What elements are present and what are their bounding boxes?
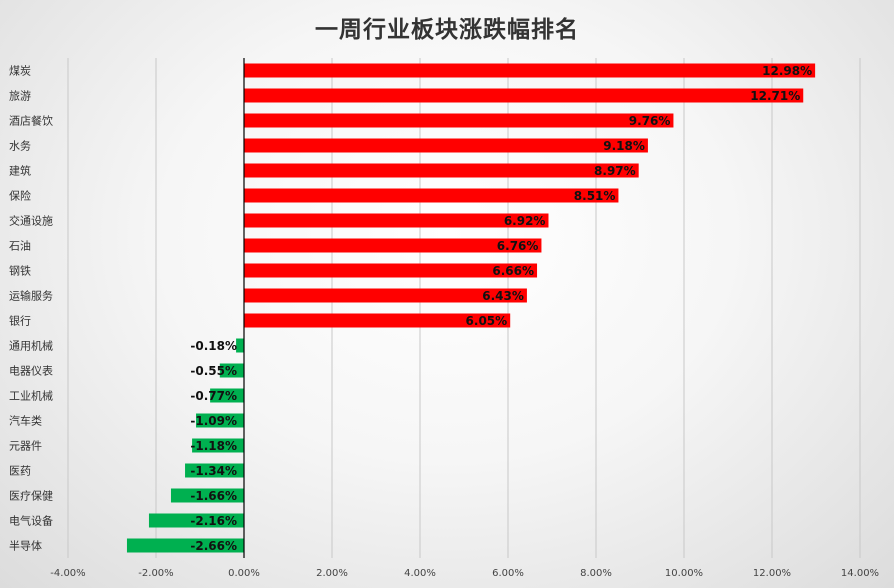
bar xyxy=(170,488,244,503)
bar xyxy=(210,388,244,403)
bar xyxy=(244,263,538,278)
category-label: 汽车类 xyxy=(9,414,42,428)
bar xyxy=(185,463,244,478)
category-label: 保险 xyxy=(9,189,31,203)
x-tick-label: 8.00% xyxy=(580,568,612,579)
data-label: -0.77% xyxy=(190,389,237,403)
category-label: 建筑 xyxy=(9,164,31,178)
category-label: 钢铁 xyxy=(9,265,31,278)
category-label: 酒店餐饮 xyxy=(9,114,53,128)
category-label: 工业机械 xyxy=(9,389,53,403)
data-label: 12.71% xyxy=(750,89,800,103)
x-tick-label: 0.00% xyxy=(228,568,260,579)
bar xyxy=(244,313,511,328)
category-label: 旅游 xyxy=(9,89,31,103)
data-label: 8.97% xyxy=(594,164,636,178)
bar xyxy=(244,213,549,228)
data-label: -2.66% xyxy=(190,539,237,553)
category-label: 通用机械 xyxy=(9,339,53,353)
data-label: 6.43% xyxy=(482,289,524,303)
bar xyxy=(244,113,674,128)
bar xyxy=(196,413,244,428)
data-label: -1.34% xyxy=(190,464,237,478)
category-label: 电器仪表 xyxy=(9,364,53,378)
x-tick-label: 4.00% xyxy=(404,568,436,579)
bar xyxy=(219,363,244,378)
data-label: 9.18% xyxy=(603,139,645,153)
data-label: -0.55% xyxy=(190,364,237,378)
data-label: -1.09% xyxy=(190,414,237,428)
x-tick-label: 10.00% xyxy=(665,568,703,579)
category-label: 医疗保健 xyxy=(9,489,53,503)
x-tick-label: 14.00% xyxy=(841,568,879,579)
bar xyxy=(244,88,804,103)
data-label: 6.92% xyxy=(504,214,546,228)
bar xyxy=(244,238,542,253)
category-label: 交通设施 xyxy=(9,214,53,228)
bar xyxy=(244,163,639,178)
x-tick-label: 6.00% xyxy=(492,568,524,579)
data-label: -2.16% xyxy=(190,514,237,528)
data-label: 6.05% xyxy=(466,314,508,328)
bar xyxy=(192,438,244,453)
x-tick-label: -2.00% xyxy=(138,568,173,579)
category-label: 医药 xyxy=(9,465,31,478)
bar xyxy=(236,338,244,353)
x-tick-label: 2.00% xyxy=(316,568,348,579)
data-label: -1.66% xyxy=(190,489,237,503)
category-label: 煤炭 xyxy=(9,65,31,78)
x-tick-label: -4.00% xyxy=(50,568,85,579)
data-label: 6.66% xyxy=(492,264,534,278)
bar xyxy=(148,513,244,528)
bar xyxy=(244,288,527,303)
category-label: 石油 xyxy=(9,239,31,253)
bar xyxy=(126,538,244,553)
x-tick-label: 12.00% xyxy=(753,568,791,579)
category-label: 元器件 xyxy=(9,440,42,453)
bar xyxy=(244,188,619,203)
data-label: 8.51% xyxy=(574,189,616,203)
bar xyxy=(244,138,648,153)
chart-title: 一周行业板块涨跌幅排名 xyxy=(315,17,579,43)
data-label: -1.18% xyxy=(190,439,237,453)
data-label: -0.18% xyxy=(190,339,237,353)
category-label: 银行 xyxy=(9,314,31,328)
category-label: 运输服务 xyxy=(9,289,53,303)
data-label: 12.98% xyxy=(762,64,812,78)
category-label: 水务 xyxy=(9,140,31,153)
category-label: 电气设备 xyxy=(9,514,53,528)
category-label: 半导体 xyxy=(9,539,42,553)
data-label: 9.76% xyxy=(629,114,671,128)
data-label: 6.76% xyxy=(497,239,539,253)
bar xyxy=(244,63,816,78)
